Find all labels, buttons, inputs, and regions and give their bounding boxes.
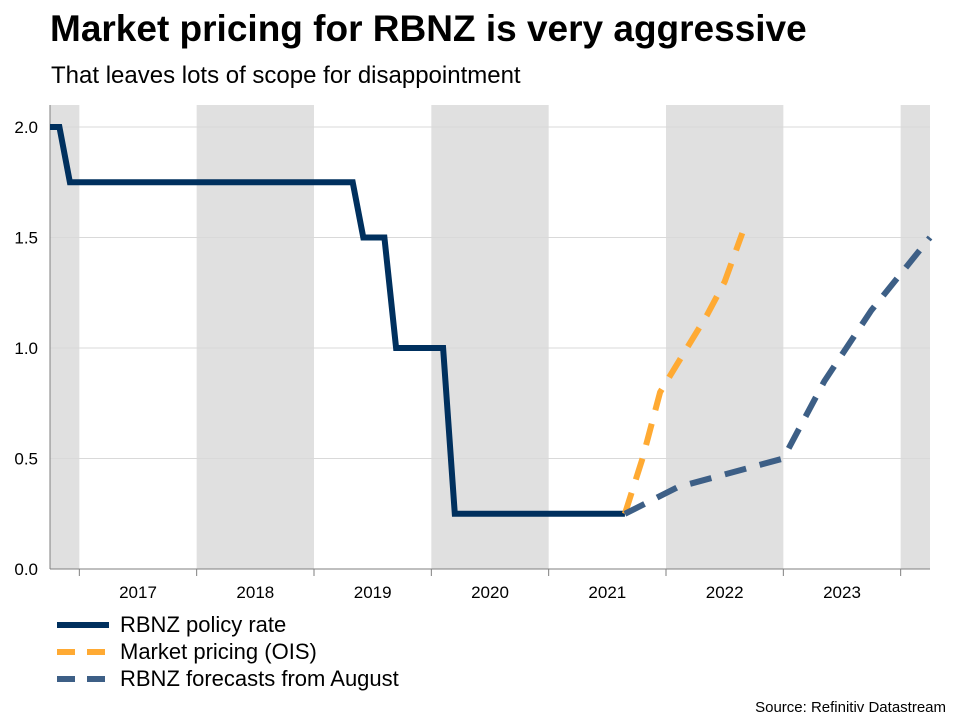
chart-subtitle: That leaves lots of scope for disappoint… [51,62,521,89]
shaded-band-1 [196,105,314,569]
legend-label-policy-rate: RBNZ policy rate [120,612,287,637]
x-tick-label-2018: 2018 [236,583,274,600]
y-tick-label-0.5: 0.5 [14,450,38,469]
shaded-band-3 [666,105,784,569]
legend-swatch-market-pricing [57,649,109,655]
shaded-band-0 [50,105,80,569]
legend-label-market-pricing: Market pricing (OIS) [120,639,317,664]
x-tick-label-2023: 2023 [823,583,861,600]
shaded-band-2 [431,105,549,569]
x-tick-label-2017: 2017 [119,583,157,600]
series-line-policy-rate [50,124,625,517]
x-tick-label-2022: 2022 [706,583,744,600]
x-tick-label-2021: 2021 [588,583,626,600]
shaded-band-4 [900,105,930,569]
legend-swatch-rbnz-forecasts [57,676,109,682]
series-line-market-pricing [622,232,746,515]
legend-label-rbnz-forecasts: RBNZ forecasts from August [120,666,399,691]
x-tick-label-2019: 2019 [354,583,392,600]
chart-title: Market pricing for RBNZ is very aggressi… [50,8,807,49]
legend-swatch-policy-rate [57,622,109,628]
y-tick-label-2.0: 2.0 [14,118,38,137]
x-tick-label-2020: 2020 [471,583,509,600]
y-tick-label-1.0: 1.0 [14,339,38,358]
chart-area: 0.0 0.5 1.0 1.5 2.0 2017 2018 2019 2020 2021 2022 2… [14,105,933,600]
y-tick-label-1.5: 1.5 [14,229,38,248]
series-line-rbnz-forecasts [623,235,933,517]
y-tick-label-0.0: 0.0 [14,560,38,579]
source-note: Source: Refinitiv Datastream [755,699,946,716]
